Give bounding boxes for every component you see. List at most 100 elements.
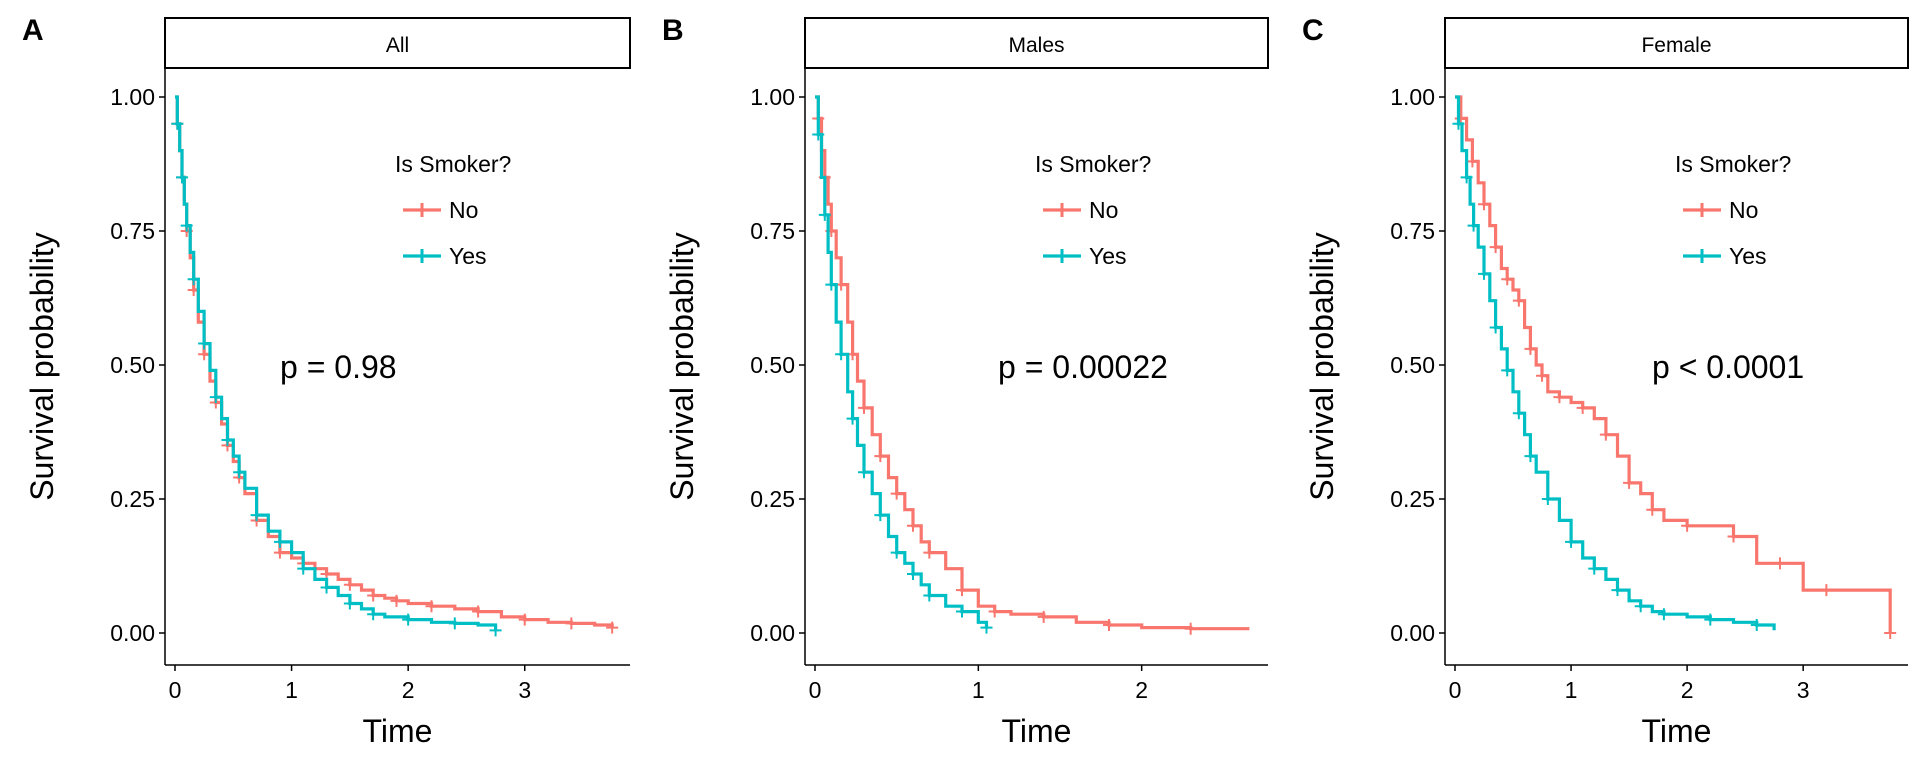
- y-tick-label: 0.25: [110, 486, 155, 512]
- censor-mark: [565, 617, 578, 630]
- censor-mark: [1611, 584, 1624, 597]
- censor-mark: [343, 578, 356, 591]
- censor-mark: [187, 273, 200, 286]
- panel-letter: B: [662, 14, 684, 47]
- censor-mark: [874, 509, 887, 522]
- censor-mark: [1184, 622, 1197, 635]
- censor-mark: [907, 568, 919, 581]
- legend-key-cross: [416, 249, 428, 263]
- x-axis-title: Time: [363, 713, 433, 749]
- censor-mark: [980, 621, 993, 634]
- censor-mark: [1576, 401, 1589, 414]
- x-tick-label: 2: [402, 677, 415, 703]
- censor-mark: [1467, 219, 1480, 232]
- y-tick-label: 0.00: [750, 620, 795, 646]
- censor-mark: [175, 171, 188, 184]
- censor-mark: [1478, 267, 1491, 280]
- x-axis-title: Time: [1642, 713, 1712, 749]
- x-tick-label: 0: [169, 677, 182, 703]
- x-tick-label: 1: [1565, 677, 1578, 703]
- panel-letter: A: [22, 14, 44, 47]
- censor-mark: [956, 605, 968, 618]
- censor-mark: [1820, 584, 1833, 597]
- legend-title: Is Smoker?: [1035, 151, 1151, 177]
- censor-mark: [1623, 476, 1636, 489]
- strip-header: [164, 17, 631, 69]
- censor-mark: [907, 519, 919, 532]
- p-value-annotation: p = 0.00022: [998, 349, 1168, 385]
- legend-label-no: No: [1089, 197, 1118, 223]
- censor-mark: [250, 509, 263, 522]
- y-tick-label: 0.50: [110, 352, 155, 378]
- censor-mark: [835, 348, 848, 361]
- strip-header: [804, 17, 1269, 69]
- censor-mark: [198, 348, 211, 361]
- censor-mark: [1634, 600, 1647, 613]
- strip-title: Males: [1008, 34, 1064, 57]
- censor-mark: [858, 401, 870, 414]
- censor-mark: [1646, 503, 1659, 516]
- censor-mark: [209, 391, 222, 404]
- panel-c: C Female 0.00 0.25 0.50 0.75 1.00 0 1 2 3 Time Survi…: [1302, 14, 1909, 749]
- p-value-annotation: p = 0.98: [280, 349, 397, 385]
- censor-mark: [1489, 241, 1502, 254]
- legend-key-cross: [1696, 249, 1708, 263]
- censor-mark: [472, 605, 485, 618]
- legend-key-cross: [1056, 203, 1068, 217]
- censor-mark: [367, 608, 380, 621]
- censor-mark: [1704, 613, 1717, 626]
- censor-mark: [1536, 369, 1549, 382]
- censor-mark: [1773, 557, 1786, 570]
- censor-mark: [489, 624, 502, 637]
- censor-mark: [1524, 450, 1537, 463]
- censor-mark: [1466, 155, 1479, 168]
- censor-mark: [846, 412, 859, 425]
- censor-mark: [1489, 321, 1502, 334]
- y-tick-label: 0.50: [750, 352, 795, 378]
- censor-mark: [1460, 171, 1473, 184]
- censor-mark: [367, 589, 380, 602]
- censor-mark: [1681, 519, 1694, 532]
- x-tick-label: 3: [1797, 677, 1810, 703]
- x-tick-label: 0: [809, 677, 822, 703]
- series-line-yes: [815, 95, 989, 628]
- x-tick-label: 0: [1449, 677, 1462, 703]
- x-tick-label: 1: [972, 677, 985, 703]
- censor-mark: [1750, 618, 1763, 631]
- legend-key-cross: [1696, 203, 1708, 217]
- panel-b: B Males 0.00 0.25 0.50 0.75 1.00 0 1 2 Time Surviva…: [662, 14, 1269, 749]
- legend-label-no: No: [1729, 197, 1758, 223]
- censor-mark: [923, 546, 936, 559]
- censor-mark: [1524, 342, 1537, 355]
- strip-header: [1444, 17, 1909, 69]
- censor-mark: [221, 434, 234, 447]
- censor-mark: [1478, 198, 1491, 211]
- censor-mark: [956, 584, 968, 597]
- panel-a: A All 0.00 0.25 0.50 0.75 1.00 0 1 2 3 Time Survival…: [22, 14, 631, 749]
- censor-mark: [425, 600, 438, 613]
- censor-mark: [923, 589, 936, 602]
- censor-mark: [171, 117, 184, 130]
- x-axis-title: Time: [1002, 713, 1072, 749]
- y-tick-label: 0.25: [1390, 486, 1435, 512]
- censor-mark: [343, 597, 356, 610]
- censor-mark: [518, 613, 531, 626]
- censor-mark: [858, 466, 870, 479]
- censor-mark: [1553, 391, 1566, 404]
- legend-label-yes: Yes: [1089, 243, 1127, 269]
- censor-mark: [273, 546, 286, 559]
- censor-mark: [825, 278, 838, 291]
- censor-mark: [1501, 364, 1514, 377]
- censor-mark: [606, 621, 619, 634]
- censor-mark: [402, 613, 415, 626]
- censor-mark: [1657, 608, 1670, 621]
- legend-label-yes: Yes: [1729, 243, 1767, 269]
- y-tick-label: 0.00: [1390, 620, 1435, 646]
- y-axis-title: Survival probability: [664, 232, 700, 501]
- y-tick-label: 0.50: [1390, 352, 1435, 378]
- y-tick-label: 0.00: [110, 620, 155, 646]
- censor-mark: [1541, 493, 1554, 505]
- x-tick-label: 2: [1135, 677, 1148, 703]
- censor-mark: [180, 219, 193, 232]
- censor-mark: [1501, 273, 1514, 286]
